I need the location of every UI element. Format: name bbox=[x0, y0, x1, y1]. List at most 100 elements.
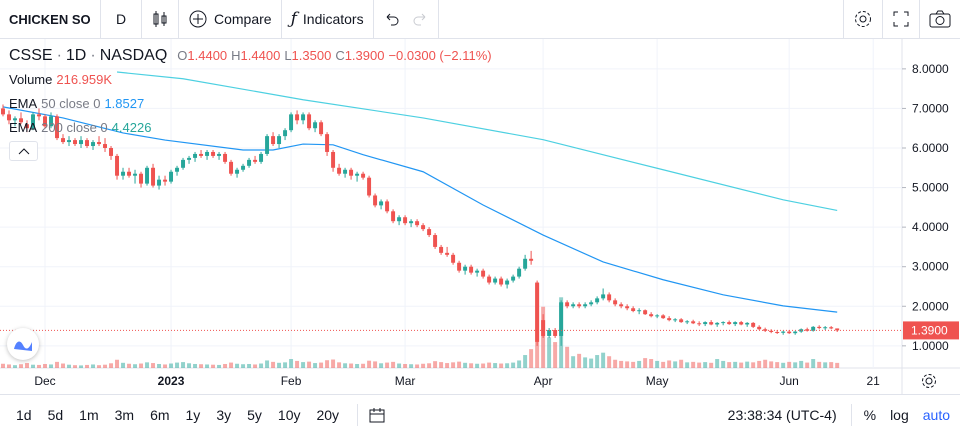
candle-body bbox=[451, 254, 456, 263]
candle-body bbox=[637, 310, 642, 312]
candle-body bbox=[553, 330, 558, 336]
x-tick-label: Mar bbox=[395, 374, 416, 388]
legend-ema50: EMA 50 close 0 1.8527 bbox=[9, 96, 144, 111]
range-button[interactable]: 20y bbox=[316, 406, 340, 423]
volume-bar bbox=[91, 364, 96, 368]
volume-bar bbox=[55, 361, 59, 368]
candle-body bbox=[577, 304, 582, 307]
axis-settings[interactable] bbox=[920, 372, 938, 395]
volume-bar bbox=[217, 364, 222, 368]
range-button[interactable]: 5y bbox=[247, 406, 262, 423]
candle-body bbox=[769, 330, 774, 332]
range-button[interactable]: 6m bbox=[150, 406, 170, 423]
candle-body bbox=[109, 148, 114, 156]
auto-toggle[interactable]: auto bbox=[922, 406, 950, 423]
range-button[interactable]: 10y bbox=[277, 406, 301, 423]
volume-bar bbox=[283, 362, 288, 368]
volume-bar bbox=[229, 362, 234, 368]
candle-body bbox=[781, 331, 786, 333]
candle-body bbox=[493, 278, 498, 283]
volume-bar bbox=[271, 361, 276, 368]
volume-bar bbox=[403, 363, 408, 368]
candle-body bbox=[151, 167, 156, 186]
o-value: 1.4400 bbox=[187, 48, 228, 63]
candle-body bbox=[481, 270, 486, 277]
logo[interactable] bbox=[7, 328, 39, 360]
candle-body bbox=[343, 169, 348, 174]
candle-body bbox=[121, 171, 126, 176]
candle-body bbox=[517, 268, 522, 277]
compare-label[interactable]: Compare bbox=[214, 11, 272, 27]
indicators[interactable]: ƒ Indicators bbox=[282, 0, 374, 38]
volume-bar bbox=[1, 363, 5, 368]
candle-body bbox=[679, 319, 684, 323]
snapshot[interactable] bbox=[920, 0, 960, 38]
volume-bar bbox=[661, 361, 666, 368]
volume-bar bbox=[691, 361, 696, 368]
range-button[interactable]: 3m bbox=[114, 406, 135, 423]
volume-bar bbox=[697, 362, 702, 368]
candle-body bbox=[619, 304, 624, 307]
volume-bar bbox=[787, 361, 792, 368]
volume-bar bbox=[481, 363, 486, 368]
volume-bar bbox=[361, 363, 366, 368]
candle-body bbox=[427, 229, 432, 236]
interval[interactable]: D bbox=[101, 0, 142, 38]
gear-icon bbox=[922, 374, 936, 388]
ema-value: 4.4226 bbox=[111, 120, 152, 135]
volume-bar bbox=[175, 362, 180, 368]
candle-body bbox=[37, 114, 41, 117]
x-tick-label: Feb bbox=[281, 374, 302, 388]
candle-body bbox=[547, 330, 552, 336]
ema-params: 50 close 0 bbox=[41, 96, 101, 111]
candle-body bbox=[835, 328, 840, 331]
volume-bar bbox=[643, 358, 648, 368]
volume-bar bbox=[181, 362, 186, 368]
range-button[interactable]: 1y bbox=[185, 406, 201, 423]
range-button[interactable]: 3y bbox=[216, 406, 232, 423]
ema-line bbox=[2, 106, 838, 313]
candle-body bbox=[235, 169, 240, 174]
fullscreen[interactable] bbox=[883, 0, 920, 38]
candle-body bbox=[229, 161, 234, 174]
candle-body bbox=[277, 136, 282, 145]
range-button[interactable]: 5d bbox=[47, 406, 64, 423]
volume-bar bbox=[835, 362, 840, 368]
volume-bar bbox=[409, 364, 414, 368]
volume-bar bbox=[757, 360, 762, 368]
volume-bar bbox=[817, 361, 822, 368]
undo[interactable] bbox=[383, 11, 399, 27]
candle-body bbox=[349, 169, 354, 176]
candle-body bbox=[163, 179, 168, 182]
volume-bar bbox=[703, 362, 708, 368]
log-toggle[interactable]: log bbox=[890, 406, 909, 423]
volume-bar bbox=[781, 362, 786, 368]
y-tick-label: 6.0000 bbox=[912, 141, 949, 155]
settings[interactable] bbox=[843, 0, 883, 38]
symbol-search[interactable]: CHICKEN SO bbox=[0, 0, 101, 38]
candle-body bbox=[625, 306, 630, 309]
volume-bar bbox=[745, 361, 750, 368]
candle-body bbox=[331, 151, 336, 168]
redo[interactable] bbox=[413, 11, 429, 27]
candle-body bbox=[55, 116, 59, 139]
logo-icon bbox=[14, 341, 32, 351]
collapse-legend[interactable] bbox=[9, 141, 38, 161]
last-price-label: 1.3900 bbox=[911, 323, 948, 337]
chart-type[interactable] bbox=[142, 0, 179, 38]
date-range-icon[interactable] bbox=[368, 406, 386, 424]
candle-body bbox=[667, 318, 672, 321]
candle-body bbox=[721, 322, 726, 324]
range-button[interactable]: 1d bbox=[16, 406, 32, 423]
compare[interactable]: Compare bbox=[179, 0, 282, 38]
symbol[interactable]: CHICKEN SO bbox=[9, 11, 91, 27]
volume-bar bbox=[523, 355, 528, 368]
interval-label[interactable]: D bbox=[115, 11, 127, 27]
volume-bar bbox=[295, 360, 300, 368]
range-button[interactable]: 1m bbox=[79, 406, 99, 423]
percent-toggle[interactable]: % bbox=[863, 406, 877, 423]
volume-bar bbox=[253, 364, 258, 368]
top-toolbar: CHICKEN SO D Compare ƒ Indicators bbox=[0, 0, 960, 39]
indicators-label[interactable]: Indicators bbox=[302, 11, 364, 27]
candle-body bbox=[49, 116, 53, 127]
